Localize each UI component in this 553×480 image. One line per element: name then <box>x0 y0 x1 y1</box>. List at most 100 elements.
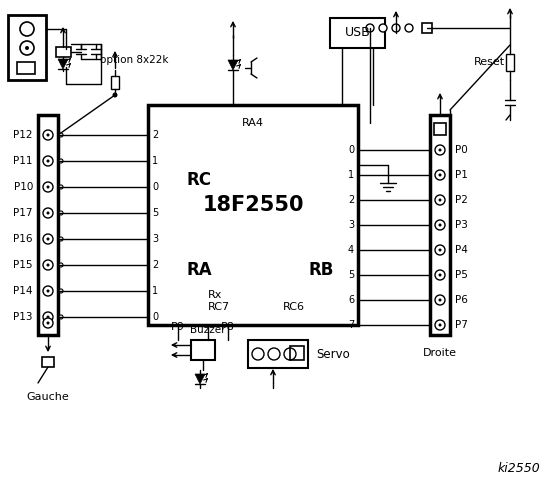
Bar <box>191 340 215 360</box>
Text: P8: P8 <box>221 322 235 332</box>
Text: 1: 1 <box>348 170 354 180</box>
Text: 3: 3 <box>152 234 158 244</box>
Circle shape <box>439 324 441 326</box>
Circle shape <box>46 133 50 136</box>
Text: 18F2550: 18F2550 <box>202 195 304 215</box>
Circle shape <box>20 41 34 55</box>
Bar <box>506 54 514 71</box>
Text: Rx: Rx <box>208 290 222 300</box>
Circle shape <box>59 185 63 189</box>
Text: Servo: Servo <box>316 348 349 360</box>
Text: 0: 0 <box>348 145 354 155</box>
Circle shape <box>252 348 264 360</box>
Circle shape <box>268 348 280 360</box>
Text: 1: 1 <box>152 286 158 296</box>
Text: USB: USB <box>345 26 371 39</box>
Text: 0: 0 <box>152 312 158 322</box>
Bar <box>422 23 432 33</box>
Circle shape <box>43 234 53 244</box>
Text: RC: RC <box>186 171 211 189</box>
Circle shape <box>46 212 50 215</box>
Circle shape <box>43 208 53 218</box>
Circle shape <box>439 274 441 276</box>
Text: 0: 0 <box>152 182 158 192</box>
Bar <box>330 18 385 48</box>
Circle shape <box>439 199 441 202</box>
Text: Droite: Droite <box>423 348 457 358</box>
Circle shape <box>43 312 53 322</box>
Circle shape <box>284 348 296 360</box>
Text: RA4: RA4 <box>242 118 264 128</box>
Text: option 8x22k: option 8x22k <box>100 55 169 65</box>
Text: P14: P14 <box>13 286 33 296</box>
Circle shape <box>439 299 441 301</box>
Text: RC7: RC7 <box>208 302 230 312</box>
Circle shape <box>59 159 63 163</box>
Text: P15: P15 <box>13 260 33 270</box>
Bar <box>56 47 71 57</box>
Bar <box>434 123 446 135</box>
Circle shape <box>46 315 50 319</box>
Text: Gauche: Gauche <box>27 392 69 402</box>
Circle shape <box>435 295 445 305</box>
Text: 6: 6 <box>348 295 354 305</box>
Text: 1: 1 <box>152 156 158 166</box>
Text: P13: P13 <box>13 312 33 322</box>
Circle shape <box>439 224 441 227</box>
Polygon shape <box>195 374 205 384</box>
Text: P1: P1 <box>455 170 468 180</box>
Text: RC6: RC6 <box>283 302 305 312</box>
Text: RB: RB <box>308 261 333 279</box>
Circle shape <box>43 318 53 328</box>
Circle shape <box>43 182 53 192</box>
Circle shape <box>112 93 117 97</box>
Circle shape <box>435 170 445 180</box>
Text: RA: RA <box>186 261 212 279</box>
Text: 2: 2 <box>348 195 354 205</box>
Text: ki2550: ki2550 <box>497 461 540 475</box>
Polygon shape <box>58 59 68 69</box>
Text: 7: 7 <box>348 320 354 330</box>
Circle shape <box>46 289 50 292</box>
Circle shape <box>379 24 387 32</box>
Bar <box>17 62 35 74</box>
Circle shape <box>435 145 445 155</box>
Circle shape <box>59 315 63 319</box>
Circle shape <box>435 195 445 205</box>
Circle shape <box>435 245 445 255</box>
Text: 2: 2 <box>152 260 158 270</box>
Circle shape <box>43 260 53 270</box>
Text: 3: 3 <box>348 220 354 230</box>
Circle shape <box>25 46 29 50</box>
Text: P16: P16 <box>13 234 33 244</box>
Circle shape <box>20 22 34 36</box>
Circle shape <box>59 263 63 267</box>
Polygon shape <box>228 60 238 70</box>
Text: Buzzer: Buzzer <box>190 325 226 335</box>
Circle shape <box>59 237 63 241</box>
Circle shape <box>439 173 441 177</box>
Text: P4: P4 <box>455 245 468 255</box>
Circle shape <box>59 289 63 293</box>
Circle shape <box>435 270 445 280</box>
Circle shape <box>43 130 53 140</box>
Circle shape <box>43 286 53 296</box>
Bar <box>430 115 450 335</box>
Circle shape <box>46 185 50 189</box>
Circle shape <box>46 264 50 266</box>
Text: P9: P9 <box>171 322 185 332</box>
Text: P0: P0 <box>455 145 468 155</box>
Circle shape <box>439 148 441 152</box>
Circle shape <box>405 24 413 32</box>
Text: P10: P10 <box>14 182 33 192</box>
Bar <box>42 357 54 367</box>
Text: P17: P17 <box>13 208 33 218</box>
Text: P7: P7 <box>455 320 468 330</box>
Text: P5: P5 <box>455 270 468 280</box>
Text: 4: 4 <box>348 245 354 255</box>
Circle shape <box>435 320 445 330</box>
Circle shape <box>46 322 50 324</box>
Text: P6: P6 <box>455 295 468 305</box>
Bar <box>38 115 58 335</box>
Circle shape <box>366 24 374 32</box>
